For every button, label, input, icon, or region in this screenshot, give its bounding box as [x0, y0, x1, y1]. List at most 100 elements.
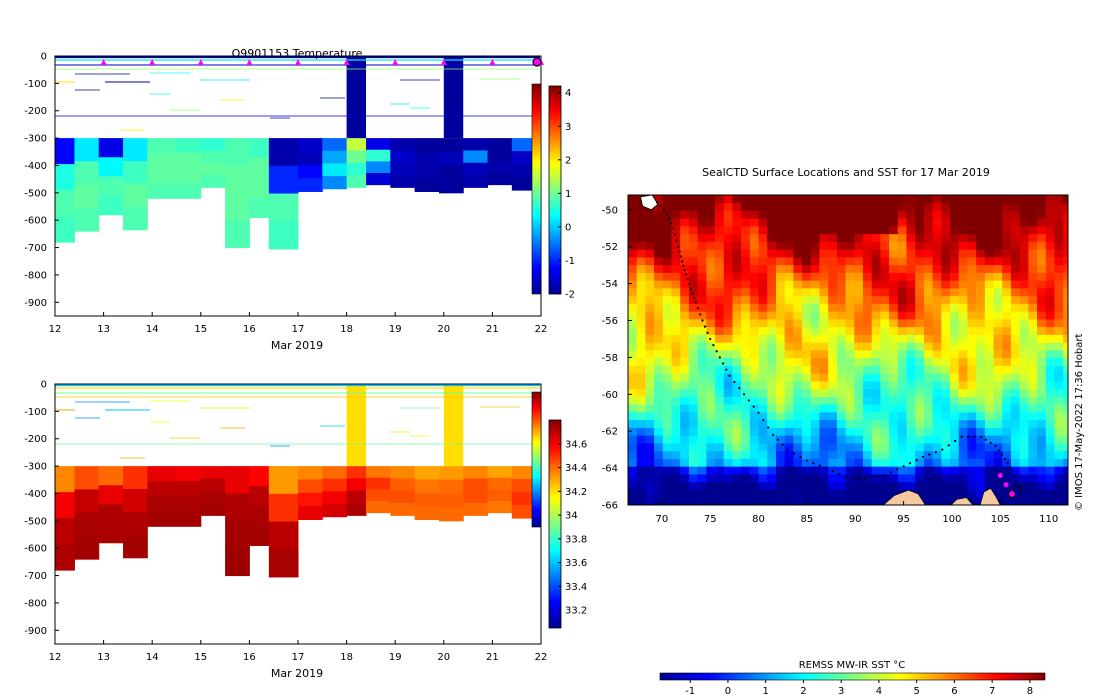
sst-cell	[749, 350, 759, 359]
sst-cell	[854, 210, 864, 219]
sst-cell	[862, 497, 873, 505]
sst-cell	[793, 489, 803, 498]
sst-cell	[845, 373, 855, 382]
y-tick-label: -400	[24, 161, 47, 172]
sst-cell	[758, 326, 768, 335]
sst-cell	[741, 357, 751, 366]
profile-cell	[74, 207, 100, 232]
sst-cell	[1002, 373, 1012, 382]
sst-cell	[1028, 381, 1038, 390]
x-tick-label: 20	[437, 324, 450, 335]
sst-cell	[810, 264, 820, 273]
sst-cell	[828, 481, 838, 490]
sst-cell	[1045, 466, 1055, 475]
sst-cell	[628, 218, 638, 227]
sst-cell	[628, 249, 638, 258]
sst-cell	[845, 288, 855, 297]
profile-cell	[176, 511, 202, 527]
sst-cell	[784, 295, 794, 304]
sst-cell	[775, 195, 786, 204]
sst-cell	[628, 350, 638, 359]
sst-cell	[819, 257, 829, 266]
sst-cell	[680, 326, 690, 335]
sst-cell	[758, 288, 768, 297]
x-tick-label: 15	[194, 652, 207, 663]
sst-cell	[1037, 319, 1047, 328]
sst-cell	[810, 357, 820, 366]
sst-cell	[889, 303, 899, 312]
sst-cell	[1010, 381, 1021, 390]
sst-cell	[828, 241, 838, 250]
sst-cell	[784, 202, 794, 211]
sst-cell	[767, 233, 777, 242]
sst-cell	[697, 412, 707, 421]
sst-cell	[880, 326, 890, 335]
sst-cell	[697, 489, 707, 498]
sst-cell	[662, 202, 672, 211]
profile-cell	[487, 161, 513, 174]
track-dot	[921, 455, 925, 459]
profile-cell	[414, 506, 440, 520]
sst-cell	[688, 443, 699, 452]
sst-cell	[715, 311, 725, 320]
sst-cell	[984, 272, 994, 281]
sst-cell	[862, 435, 873, 444]
profile-cell	[366, 173, 391, 186]
sst-cell	[932, 497, 942, 505]
sst-cell	[1045, 357, 1055, 366]
sst-cell	[1028, 350, 1038, 359]
profile-cell	[366, 138, 391, 151]
sst-cell	[706, 412, 716, 421]
sst-cell	[862, 412, 873, 421]
sst-cell	[671, 474, 681, 483]
sst-cell	[715, 489, 725, 498]
sst-cell	[845, 264, 855, 273]
track-dot	[805, 459, 809, 462]
profile-cell	[268, 549, 299, 578]
sst-cell	[1063, 489, 1068, 498]
sst-cell	[706, 365, 716, 374]
sst-cell	[1063, 466, 1068, 475]
sst-cell	[1037, 288, 1047, 297]
sst-cell	[758, 272, 768, 281]
sst-cell	[636, 458, 646, 467]
sst-cell	[636, 497, 646, 505]
sst-cell	[897, 474, 907, 483]
sst-cell	[654, 489, 664, 498]
sst-cell	[1063, 210, 1068, 219]
sst-cell	[871, 249, 881, 258]
sst-cell	[958, 357, 968, 366]
sst-cell	[1019, 288, 1029, 297]
sst-cell	[950, 381, 960, 390]
sst-cell	[871, 295, 881, 304]
sst-cell	[645, 303, 655, 312]
sst-colorbar-tick-label: 0	[725, 686, 731, 697]
profile-cell	[346, 150, 367, 164]
track-dot	[701, 319, 704, 322]
sst-cell	[967, 435, 977, 444]
sst-cell	[1028, 427, 1038, 436]
sst-cell	[828, 195, 838, 204]
sst-cell	[932, 427, 942, 436]
sst-cell	[967, 466, 977, 475]
sst-cell	[784, 264, 794, 273]
sst-cell	[976, 396, 986, 405]
sst-cell	[967, 481, 977, 490]
sst-cell	[862, 226, 873, 235]
sst-cell	[697, 388, 707, 397]
sst-cell	[967, 381, 977, 390]
sst-cell	[636, 373, 646, 382]
sst-cell	[758, 241, 768, 250]
sst-cell	[1037, 295, 1047, 304]
sst-cell	[984, 396, 994, 405]
sst-cell	[993, 357, 1003, 366]
sst-cell	[906, 481, 916, 490]
profile-cell	[322, 176, 348, 190]
sst-cell	[732, 443, 742, 452]
sst-cell	[1002, 342, 1012, 351]
sst-cell	[906, 373, 916, 382]
salinity-inner-colorbar	[531, 391, 542, 528]
sst-cell	[923, 404, 934, 413]
x-tick-label: 17	[292, 652, 305, 663]
